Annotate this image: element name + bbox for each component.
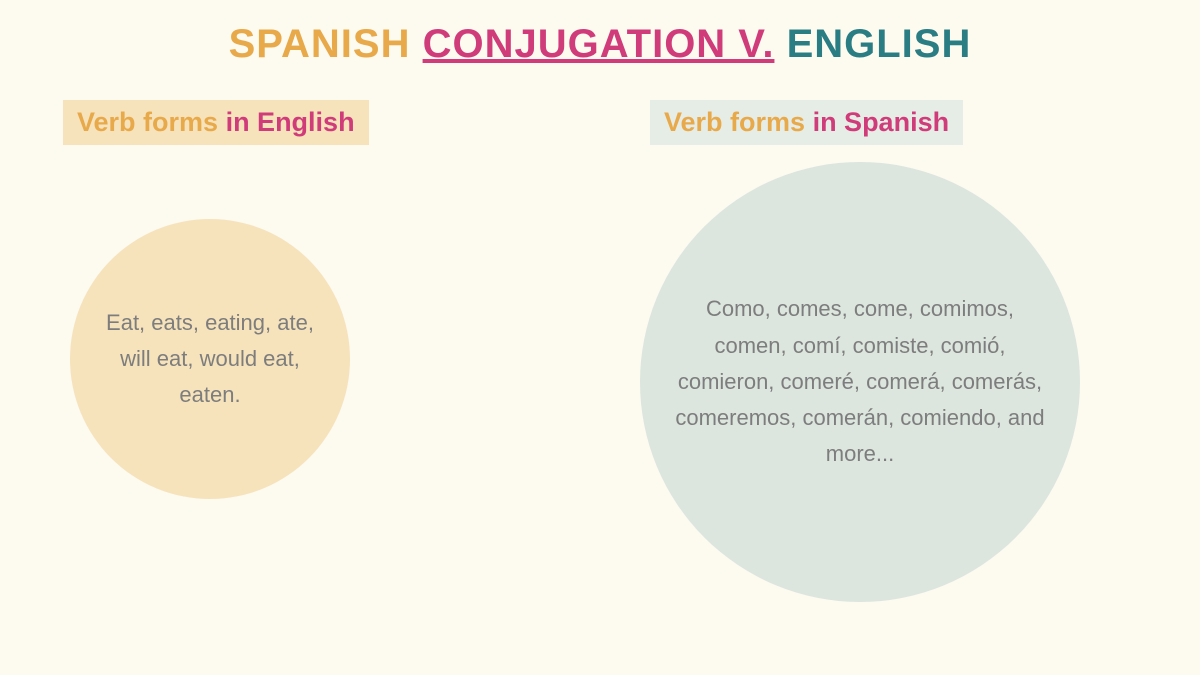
comparison-area: Verb forms in English Verb forms in Span… [0, 67, 1200, 627]
title-word-conjugation: CONJUGATION V. [423, 22, 775, 66]
spanish-header-part-b: in Spanish [805, 107, 949, 137]
spanish-column-header: Verb forms in Spanish [650, 100, 963, 145]
english-header-part-a: Verb forms [77, 107, 218, 137]
english-column-header: Verb forms in English [63, 100, 369, 145]
spanish-forms-circle: Como, comes, come, comimos, comen, comí,… [640, 162, 1080, 602]
spanish-header-part-a: Verb forms [664, 107, 805, 137]
spanish-forms-text: Como, comes, come, comimos, comen, comí,… [670, 291, 1050, 472]
english-header-part-b: in English [218, 107, 355, 137]
english-forms-circle: Eat, eats, eating, ate, will eat, would … [70, 219, 350, 499]
english-forms-text: Eat, eats, eating, ate, will eat, would … [100, 305, 320, 414]
title-word-spanish: SPANISH [229, 22, 411, 66]
title-word-english: ENGLISH [787, 22, 972, 66]
page-title: SPANISH CONJUGATION V. ENGLISH [0, 0, 1200, 67]
